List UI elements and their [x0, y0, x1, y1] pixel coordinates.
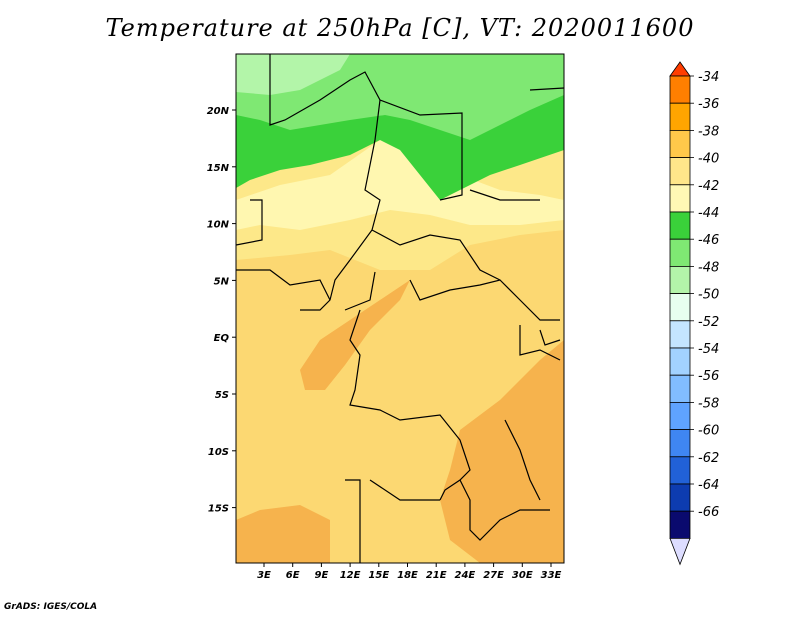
colorbar-label: -42 [698, 179, 719, 194]
colorbar-swatch [669, 320, 691, 349]
colorbar-swatch [669, 293, 691, 322]
lat-tick-label: 10N [207, 220, 230, 231]
lat-tick-label: 20N [207, 106, 230, 117]
lat-tick-label: EQ [214, 333, 230, 344]
longitude-axis: 3E 6E 9E 12E 15E 18E 21E 24E 27E 30E 33E [257, 563, 562, 581]
colorbar-label: -60 [698, 424, 719, 439]
map-frame [235, 53, 565, 564]
lon-tick-label: 30E [512, 570, 533, 581]
colorbar-swatch [669, 483, 691, 512]
colorbar-swatch [669, 265, 691, 294]
colorbar-label: -48 [698, 260, 719, 275]
colorbar-swatch [669, 129, 691, 158]
lon-tick-label: 27E [483, 570, 504, 581]
colorbar-top-arrow [669, 61, 691, 77]
colorbar-swatch [669, 374, 691, 403]
colorbar-swatch [669, 238, 691, 267]
colorbar-swatch [669, 211, 691, 240]
colorbar-label: -36 [698, 97, 719, 112]
colorbar-swatch [669, 184, 691, 213]
lat-tick-label: 15N [207, 163, 230, 174]
colorbar-swatch [669, 347, 691, 376]
lon-tick-label: 6E [286, 570, 300, 581]
latitude-axis: 20N 15N 10N 5N EQ 5S 10S 15S [207, 106, 236, 515]
lat-tick-label: 10S [208, 447, 229, 458]
colorbar-label: -64 [698, 478, 719, 493]
colorbar-label: -62 [698, 451, 719, 466]
lon-tick-label: 18E [397, 570, 418, 581]
lon-tick-label: 33E [541, 570, 562, 581]
lat-tick-label: 5S [215, 390, 229, 401]
colorbar-label: -46 [698, 233, 719, 248]
colorbar-label: -44 [698, 206, 719, 221]
lon-tick-label: 3E [257, 570, 271, 581]
colorbar-swatch [669, 157, 691, 186]
lon-tick-label: 9E [315, 570, 329, 581]
colorbar-label: -54 [698, 342, 719, 357]
colorbar-label: -34 [698, 70, 719, 85]
colorbar: -34 -36 -38 -40 -42 -44 -46 -48 -50 -52 -54 -56 -58 -… [669, 61, 719, 566]
colorbar-label: -38 [698, 124, 719, 139]
grads-credit: GrADS: IGES/COLA [4, 602, 98, 612]
colorbar-swatch [669, 429, 691, 458]
colorbar-swatch [669, 510, 691, 539]
lon-tick-label: 21E [426, 570, 447, 581]
lat-tick-label: 15S [208, 504, 229, 515]
temperature-field [236, 54, 564, 563]
colorbar-swatch [669, 401, 691, 430]
colorbar-swatch [669, 102, 691, 131]
lon-tick-label: 24E [455, 570, 476, 581]
lat-tick-label: 5N [214, 276, 230, 287]
colorbar-label: -50 [698, 288, 719, 303]
map-title: Temperature at 250hPa [C], VT: 202001160… [105, 14, 695, 42]
colorbar-label: -56 [698, 369, 719, 384]
colorbar-swatch [669, 456, 691, 485]
colorbar-label: -40 [698, 152, 719, 167]
lon-tick-label: 12E [340, 570, 361, 581]
country-borders [236, 54, 564, 563]
colorbar-label: -58 [698, 396, 719, 411]
colorbar-bottom-arrow [669, 538, 691, 566]
lon-tick-label: 15E [368, 570, 389, 581]
colorbar-label: -52 [698, 315, 719, 330]
colorbar-label: -66 [698, 505, 719, 520]
colorbar-swatch [669, 75, 691, 104]
